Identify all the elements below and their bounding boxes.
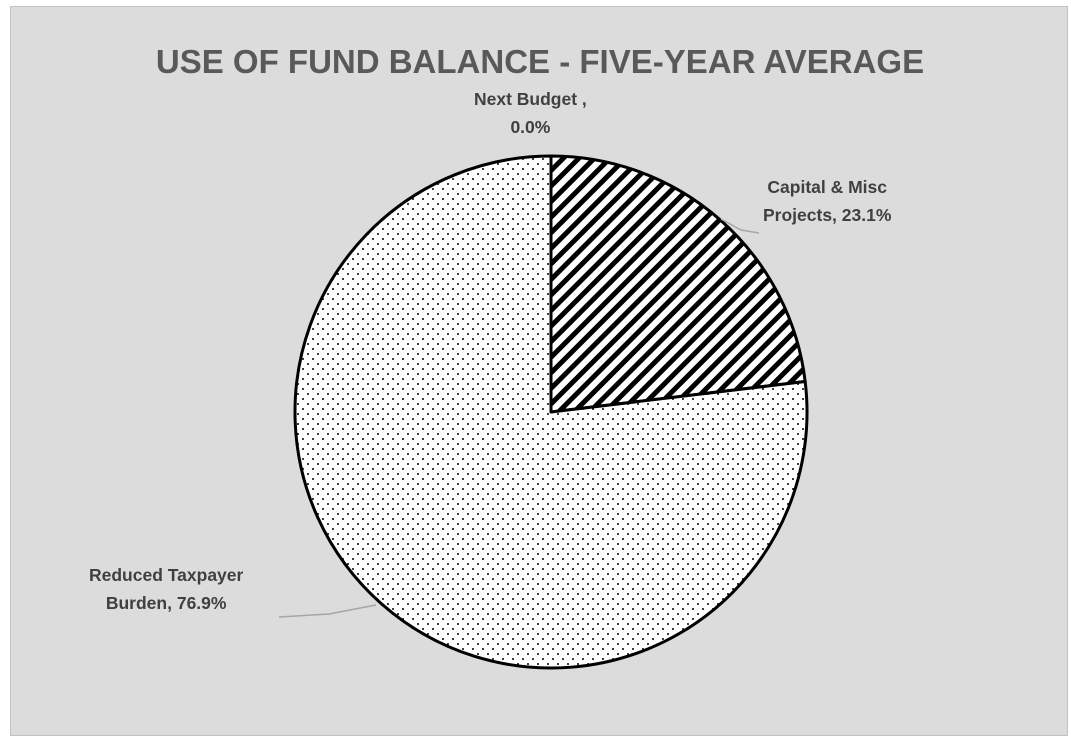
- chart-area: USE OF FUND BALANCE - FIVE-YEAR AVERAGE …: [10, 6, 1068, 736]
- leader-line-capital: [720, 218, 760, 234]
- data-label-taxpayer: Reduced Taxpayer Burden, 76.9%: [89, 565, 244, 613]
- data-label-next-budget: Next Budget , 0.0%: [474, 89, 587, 137]
- chart-title: USE OF FUND BALANCE - FIVE-YEAR AVERAGE: [155, 43, 925, 80]
- leader-line-taxpayer: [278, 604, 377, 618]
- pie-chart: [278, 154, 809, 670]
- pie-slices: [293, 154, 809, 670]
- pie-slice-capital-misc-projects: [549, 154, 807, 414]
- leader-lines: [278, 218, 760, 618]
- data-label-capital: Capital & Misc Projects, 23.1%: [763, 177, 892, 225]
